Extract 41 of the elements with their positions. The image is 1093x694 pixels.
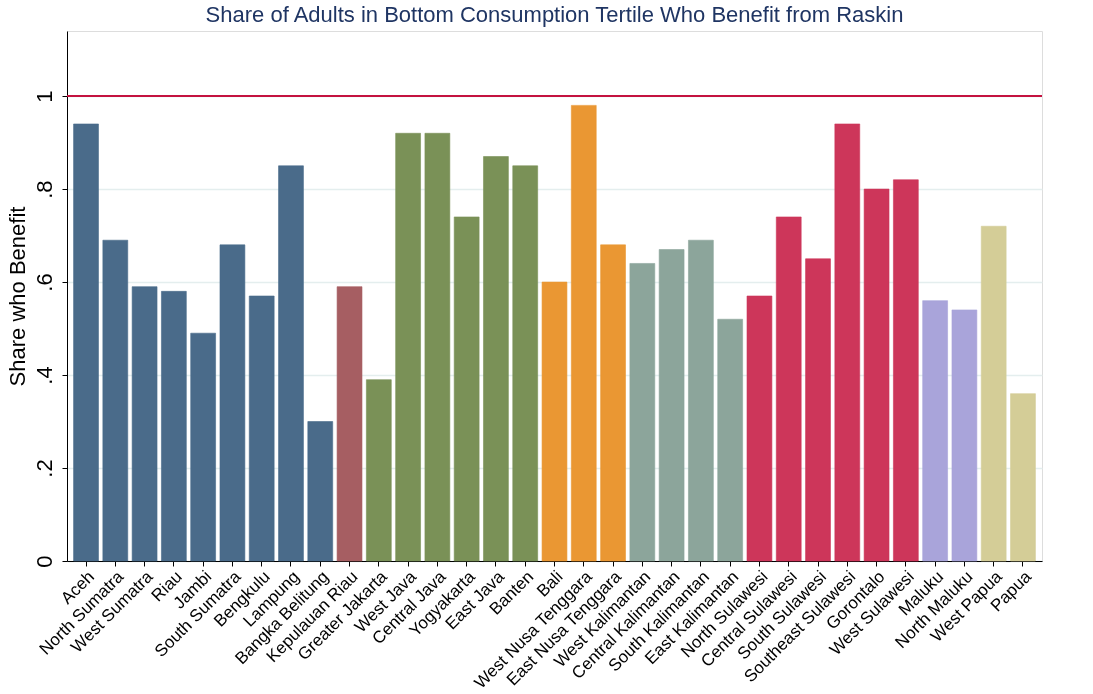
bar bbox=[629, 262, 656, 562]
bar bbox=[951, 309, 978, 562]
y-tick-label: .8 bbox=[31, 180, 57, 199]
y-tick-label: 1 bbox=[31, 90, 57, 103]
bar bbox=[278, 165, 304, 562]
bar bbox=[863, 188, 890, 562]
bar bbox=[512, 165, 539, 562]
bar bbox=[658, 249, 685, 562]
bar bbox=[395, 132, 422, 562]
bar bbox=[248, 295, 275, 562]
bar bbox=[424, 132, 451, 562]
bar bbox=[190, 332, 217, 562]
bar bbox=[805, 258, 831, 562]
bar bbox=[73, 123, 99, 562]
bar bbox=[336, 286, 363, 562]
bar bbox=[746, 295, 773, 562]
bar bbox=[102, 239, 129, 562]
y-tick-label: .4 bbox=[31, 366, 57, 385]
bar bbox=[834, 123, 861, 562]
bar bbox=[600, 244, 626, 562]
bar bbox=[219, 244, 246, 562]
bar bbox=[453, 216, 480, 562]
bar bbox=[131, 286, 158, 562]
y-tick-label: .2 bbox=[31, 459, 57, 478]
bar bbox=[1010, 393, 1036, 562]
bar bbox=[892, 179, 919, 562]
bar bbox=[570, 104, 597, 562]
bar bbox=[307, 421, 334, 562]
bar bbox=[922, 300, 949, 562]
y-tick-label: .6 bbox=[31, 273, 57, 292]
bar bbox=[775, 216, 802, 562]
bar bbox=[980, 225, 1007, 562]
y-tick-label: 0 bbox=[31, 555, 57, 568]
bar bbox=[483, 156, 509, 562]
bar bbox=[365, 379, 392, 562]
bar bbox=[160, 290, 187, 562]
bar bbox=[717, 318, 744, 562]
chart-title: Share of Adults in Bottom Consumption Tertile Who Benefit from Raskin bbox=[205, 2, 904, 27]
bar bbox=[687, 239, 714, 562]
y-axis-title: Share who Benefit bbox=[4, 206, 30, 387]
bar bbox=[541, 281, 568, 562]
